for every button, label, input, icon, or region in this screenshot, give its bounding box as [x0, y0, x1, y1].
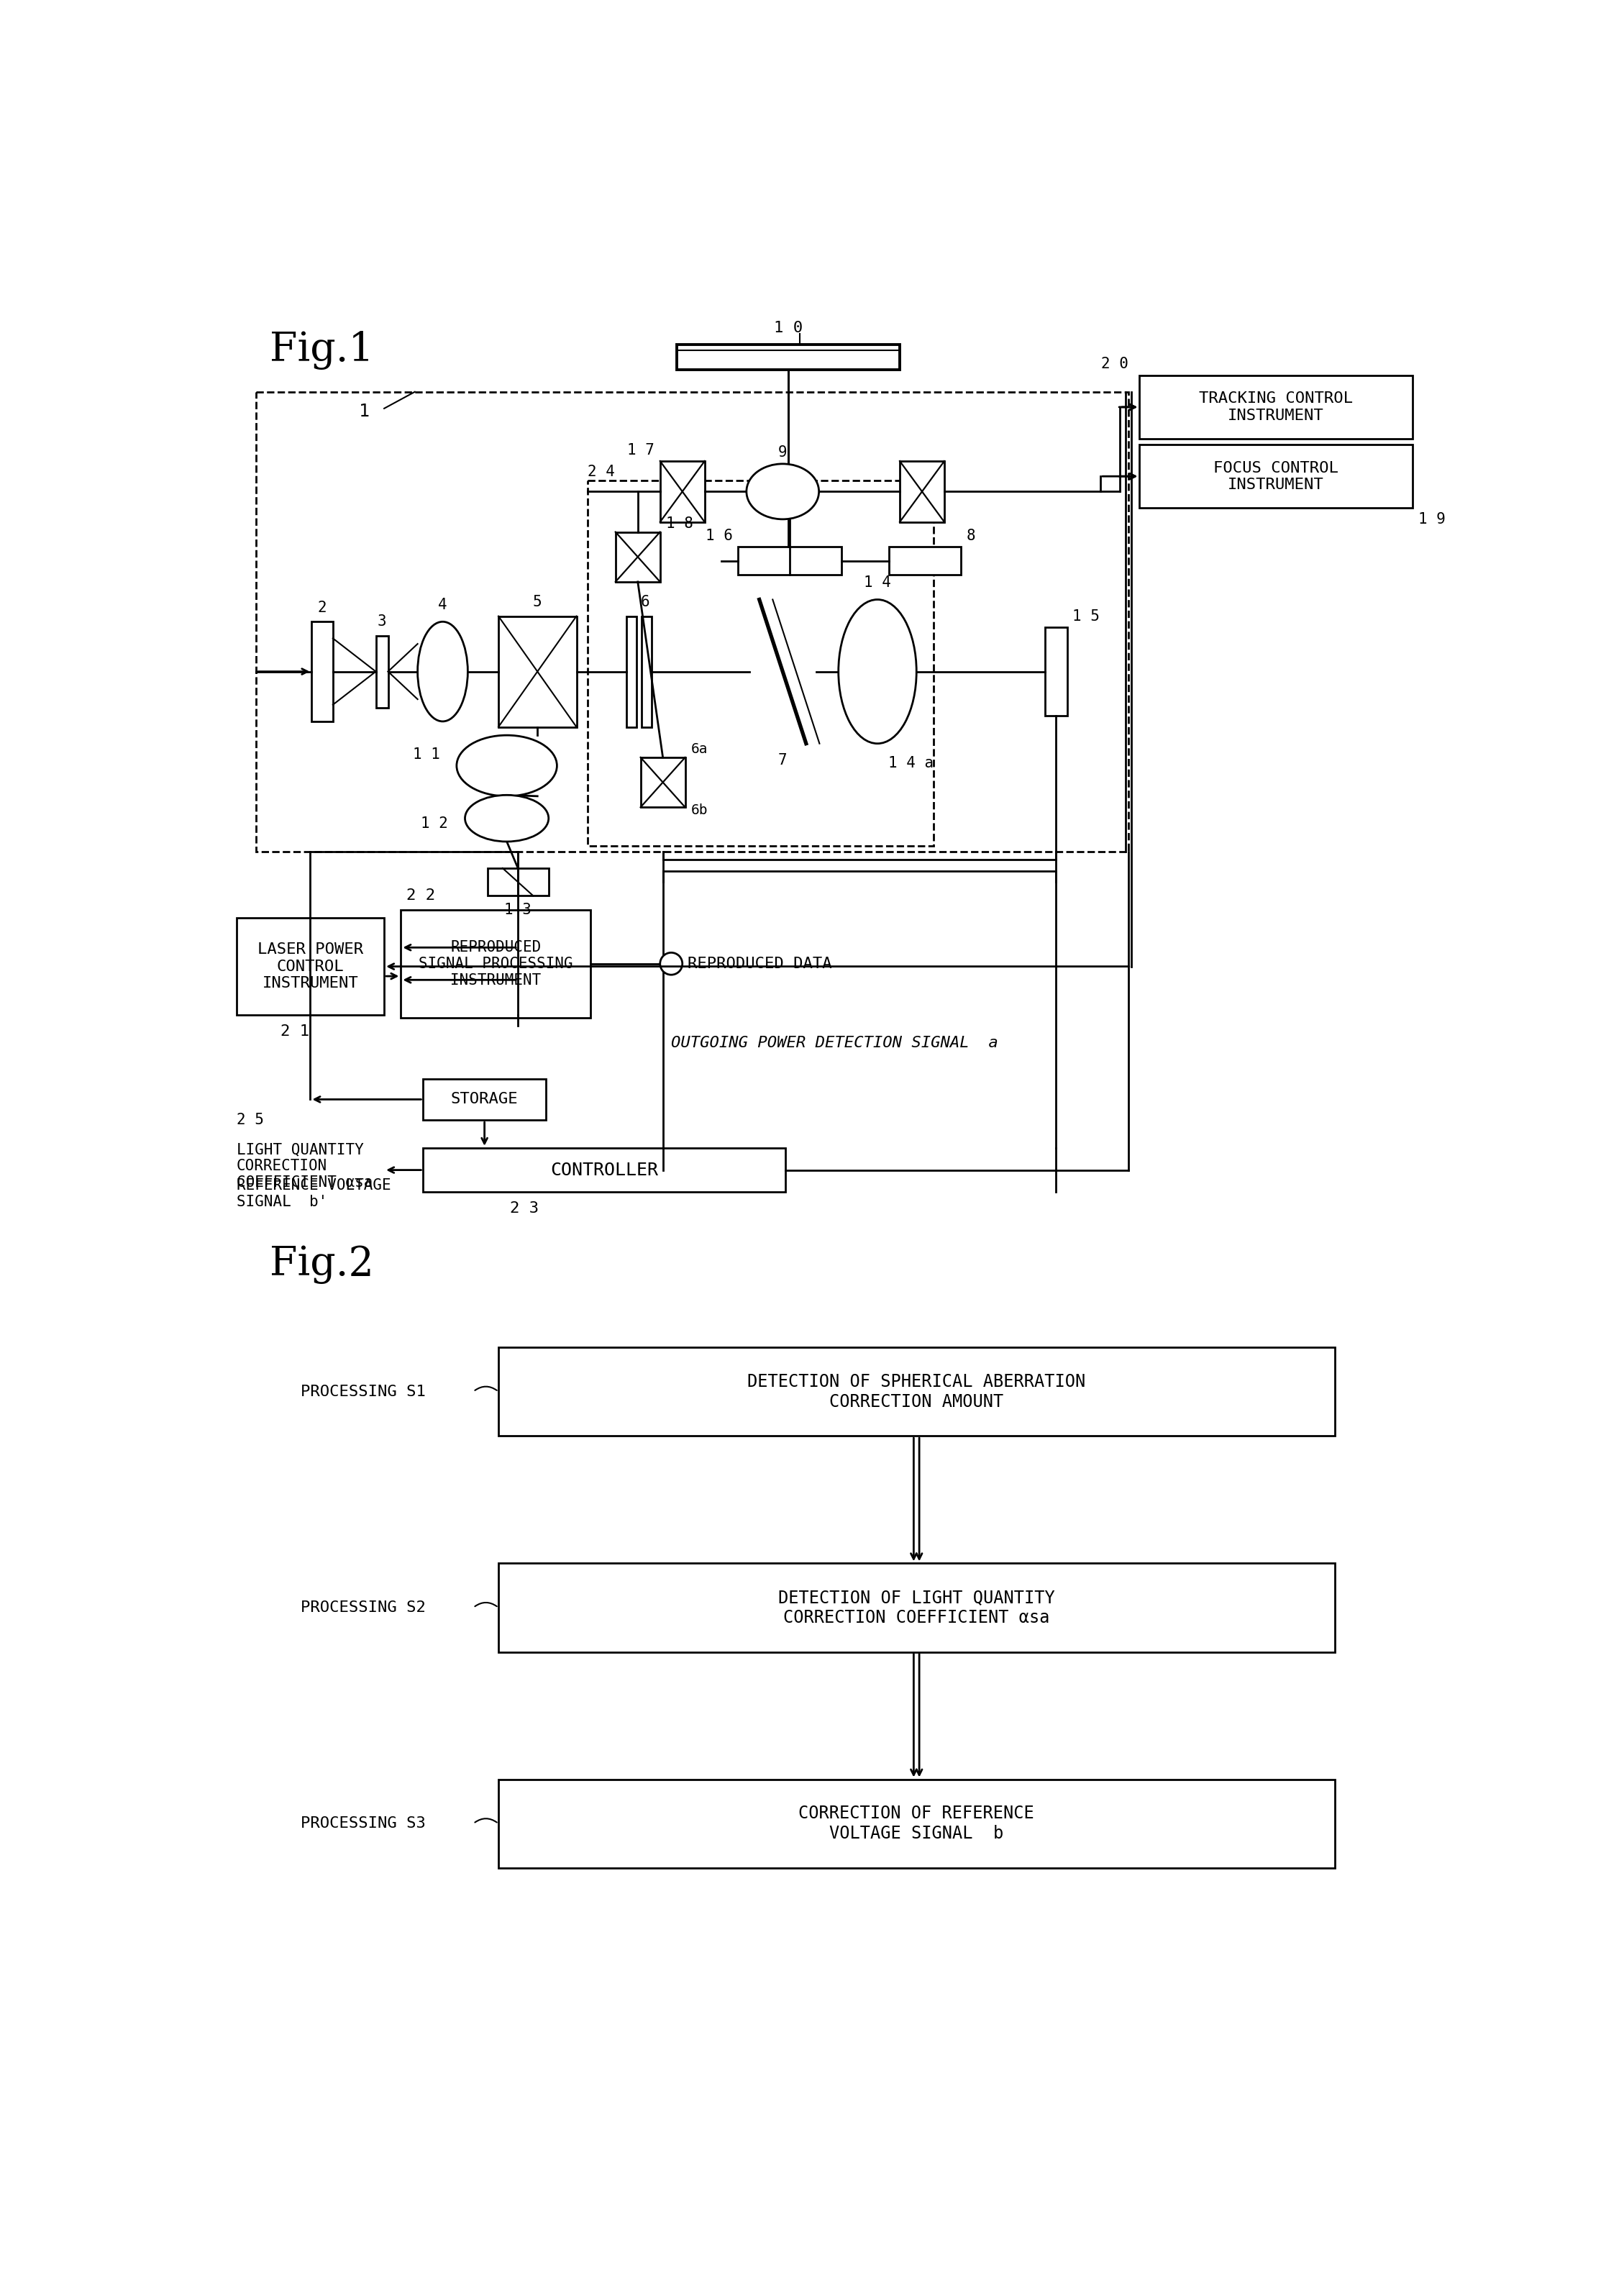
Text: 2 0: 2 0 — [1101, 357, 1129, 370]
Ellipse shape — [464, 796, 549, 841]
Bar — [375, 636, 388, 707]
Text: 1 1: 1 1 — [412, 748, 440, 761]
Text: 2: 2 — [318, 600, 326, 616]
Bar — [424, 1080, 546, 1121]
Text: REPRODUCED DATA: REPRODUCED DATA — [689, 957, 831, 971]
Text: 2 1: 2 1 — [281, 1025, 310, 1039]
Text: 1 9: 1 9 — [1418, 511, 1445, 527]
Text: 6b: 6b — [690, 802, 708, 816]
Ellipse shape — [838, 600, 916, 743]
Text: STORAGE: STORAGE — [451, 1093, 518, 1107]
Bar — [627, 616, 637, 727]
Bar — [257, 391, 1129, 852]
Bar — [237, 918, 385, 1016]
Text: 1 4: 1 4 — [864, 575, 892, 591]
Bar — [737, 548, 841, 575]
Bar — [677, 345, 900, 370]
Text: PROCESSING S1: PROCESSING S1 — [300, 1384, 425, 1398]
Text: REPRODUCED
SIGNAL PROCESSING
INSTRUMENT: REPRODUCED SIGNAL PROCESSING INSTRUMENT — [419, 939, 573, 986]
Text: 1 4 a: 1 4 a — [888, 755, 934, 771]
Text: 4: 4 — [438, 598, 447, 611]
Bar — [588, 480, 934, 846]
Text: LIGHT QUANTITY
CORRECTION
COEFFICIENT αsa: LIGHT QUANTITY CORRECTION COEFFICIENT αs… — [237, 1143, 372, 1191]
Text: DETECTION OF SPHERICAL ABERRATION
CORRECTION AMOUNT: DETECTION OF SPHERICAL ABERRATION CORREC… — [747, 1373, 1085, 1409]
Bar — [499, 1564, 1335, 1652]
Text: 2 3: 2 3 — [510, 1202, 539, 1216]
Bar — [499, 616, 577, 727]
Text: REFERENCE VOLTAGE
SIGNAL  b': REFERENCE VOLTAGE SIGNAL b' — [237, 1177, 391, 1209]
Bar — [888, 548, 961, 575]
Text: 1: 1 — [359, 402, 370, 421]
Text: LASER POWER
CONTROL
INSTRUMENT: LASER POWER CONTROL INSTRUMENT — [257, 943, 364, 991]
Text: CORRECTION OF REFERENCE
VOLTAGE SIGNAL  b: CORRECTION OF REFERENCE VOLTAGE SIGNAL b — [799, 1805, 1034, 1841]
Bar — [900, 461, 944, 523]
Bar — [1044, 627, 1067, 716]
Text: Fig.2: Fig.2 — [270, 1246, 374, 1284]
Text: 2 2: 2 2 — [406, 889, 435, 902]
Bar — [312, 623, 333, 721]
Text: 3: 3 — [377, 614, 387, 630]
Ellipse shape — [747, 464, 818, 518]
Ellipse shape — [456, 734, 557, 796]
Text: 6a: 6a — [690, 743, 708, 757]
Text: FOCUS CONTROL
INSTRUMENT: FOCUS CONTROL INSTRUMENT — [1213, 461, 1338, 491]
Text: 1 2: 1 2 — [421, 816, 448, 832]
Text: 1 7: 1 7 — [627, 443, 654, 457]
Bar — [499, 1780, 1335, 1868]
Text: 6: 6 — [640, 596, 650, 609]
Text: 1 6: 1 6 — [705, 530, 732, 543]
Text: PROCESSING S3: PROCESSING S3 — [300, 1816, 425, 1830]
Bar — [1140, 375, 1413, 439]
Text: 2 5: 2 5 — [237, 1114, 263, 1127]
Bar — [640, 757, 685, 807]
Bar — [499, 1348, 1335, 1437]
Bar — [424, 1148, 786, 1191]
Bar — [401, 909, 591, 1018]
Text: PROCESSING S2: PROCESSING S2 — [300, 1600, 425, 1614]
Text: DETECTION OF LIGHT QUANTITY
CORRECTION COEFFICIENT αsa: DETECTION OF LIGHT QUANTITY CORRECTION C… — [778, 1589, 1056, 1625]
Bar — [1140, 446, 1413, 509]
Circle shape — [659, 952, 682, 975]
Text: OUTGOING POWER DETECTION SIGNAL  a: OUTGOING POWER DETECTION SIGNAL a — [671, 1036, 999, 1050]
Text: 1 0: 1 0 — [775, 320, 802, 336]
Ellipse shape — [417, 623, 468, 721]
Text: 5: 5 — [533, 596, 542, 609]
Bar — [641, 616, 651, 727]
Text: 9: 9 — [778, 446, 788, 459]
Text: TRACKING CONTROL
INSTRUMENT: TRACKING CONTROL INSTRUMENT — [1199, 391, 1353, 423]
Text: 8: 8 — [966, 530, 976, 543]
Text: 1 8: 1 8 — [666, 516, 693, 532]
Bar — [659, 461, 705, 523]
Text: 7: 7 — [778, 752, 788, 768]
Text: 2 4: 2 4 — [588, 466, 615, 480]
Text: 1 5: 1 5 — [1072, 609, 1099, 623]
Bar — [487, 868, 549, 896]
Text: Fig.1: Fig.1 — [270, 330, 374, 370]
Text: 1 3: 1 3 — [505, 902, 531, 916]
Text: CONTROLLER: CONTROLLER — [551, 1162, 658, 1180]
Bar — [615, 532, 659, 582]
